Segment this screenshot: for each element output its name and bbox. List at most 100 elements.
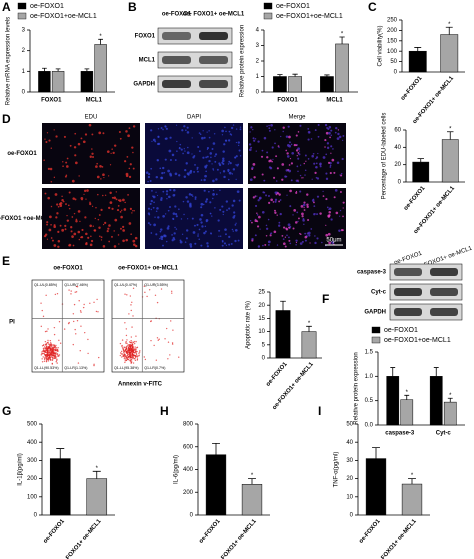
error-bar: [306, 325, 312, 332]
cell-dot: [289, 242, 292, 245]
cell-dot: [91, 205, 94, 207]
event-dot: [167, 358, 169, 360]
plot-frame: [111, 279, 185, 373]
cell-dot: [165, 193, 168, 196]
cell-dot: [154, 216, 156, 218]
cell-dot: [98, 214, 101, 216]
event-dot: [41, 351, 43, 353]
event-dot: [131, 357, 133, 359]
y-tick-label: 1.0: [365, 374, 374, 380]
cell-dot: [174, 213, 178, 216]
cell-dot: [287, 223, 291, 227]
event-dot: [59, 342, 62, 344]
cell-dot: [160, 237, 164, 241]
event-dot: [42, 315, 45, 318]
cell-dot: [193, 224, 196, 227]
cell-dot: [313, 162, 316, 165]
cell-dot: [222, 162, 225, 166]
event-dot: [57, 355, 60, 357]
event-dot: [68, 289, 70, 291]
cell-dot: [108, 240, 111, 243]
cell-dot: [98, 226, 101, 230]
error-bar: [292, 73, 298, 77]
y-axis-label: PI: [9, 320, 15, 326]
cell-dot: [249, 131, 251, 133]
cell-dot: [307, 138, 310, 141]
bar: [365, 458, 387, 516]
cell-dot: [111, 235, 113, 238]
quadrant-label: Q1-LR(1.13%): [64, 366, 87, 370]
quadrant-label: Q1-UR(7.46%): [64, 283, 88, 287]
cell-dot: [118, 130, 121, 134]
cell-dot: [266, 125, 268, 127]
event-dot: [48, 351, 51, 353]
cell-dot: [178, 146, 181, 149]
error-bar: [98, 38, 103, 45]
event-dot: [74, 328, 76, 331]
cell-dot: [53, 225, 56, 229]
y-tick-label: 200: [27, 476, 38, 482]
cell-dot: [198, 238, 201, 241]
cell-dot: [111, 148, 113, 150]
x-tick-label: oe-FOXO1: [265, 361, 289, 388]
cell-dot: [341, 157, 344, 161]
x-tick-label: oe-FOXO1: [358, 518, 382, 545]
event-dot: [45, 355, 47, 357]
cell-dot: [96, 162, 98, 165]
cell-dot: [251, 166, 254, 169]
cell-dot: [266, 156, 269, 159]
cell-dot: [168, 149, 172, 153]
event-dot: [93, 363, 95, 366]
cell-dot: [80, 235, 84, 239]
cell-dot: [225, 130, 227, 133]
event-dot: [96, 298, 98, 301]
cell-dot: [314, 129, 317, 131]
cell-dot: [186, 131, 190, 134]
event-dot: [119, 342, 122, 345]
cell-dot: [228, 235, 231, 239]
cell-dot: [104, 221, 107, 224]
cell-dot: [327, 127, 330, 131]
cell-dot: [234, 223, 237, 226]
y-tick-label: 0: [394, 70, 398, 76]
cell-dot: [212, 197, 214, 200]
cell-dot: [61, 195, 63, 198]
cell-dot: [127, 134, 130, 138]
cell-dot: [174, 159, 177, 161]
cell-dot: [106, 150, 110, 154]
cell-dot: [100, 208, 103, 212]
cell-dot: [340, 172, 343, 175]
cell-dot: [161, 172, 164, 175]
event-dot: [41, 361, 44, 363]
cell-dot: [250, 146, 253, 149]
cell-dot: [313, 213, 316, 216]
cell-dot: [252, 137, 255, 140]
cell-dot: [204, 230, 207, 233]
event-dot: [125, 341, 127, 343]
x-tick-label: oe-FOXO1: [400, 75, 424, 102]
legend-swatch: [263, 2, 273, 10]
cell-dot: [222, 157, 225, 160]
cell-dot: [68, 204, 70, 207]
cell-dot: [194, 196, 197, 199]
cell-dot: [145, 171, 149, 174]
event-dot: [56, 293, 59, 295]
y-tick-label: 20: [346, 476, 353, 482]
event-dot: [123, 357, 126, 360]
event-dot: [48, 356, 50, 359]
cell-dot: [184, 169, 187, 172]
cell-dot: [336, 161, 340, 165]
event-dot: [53, 344, 56, 347]
cell-dot: [133, 243, 136, 246]
cell-dot: [83, 193, 85, 195]
cell-dot: [89, 155, 92, 158]
cell-dot: [160, 235, 163, 239]
cell-dot: [265, 227, 269, 230]
cell-dot: [109, 201, 113, 204]
cell-dot: [112, 151, 115, 155]
cell-dot: [219, 189, 221, 192]
cell-dot: [194, 242, 197, 245]
cell-dot: [185, 229, 189, 232]
cell-dot: [233, 211, 236, 214]
x-tick-label: oe-FOXO1: [43, 518, 67, 545]
